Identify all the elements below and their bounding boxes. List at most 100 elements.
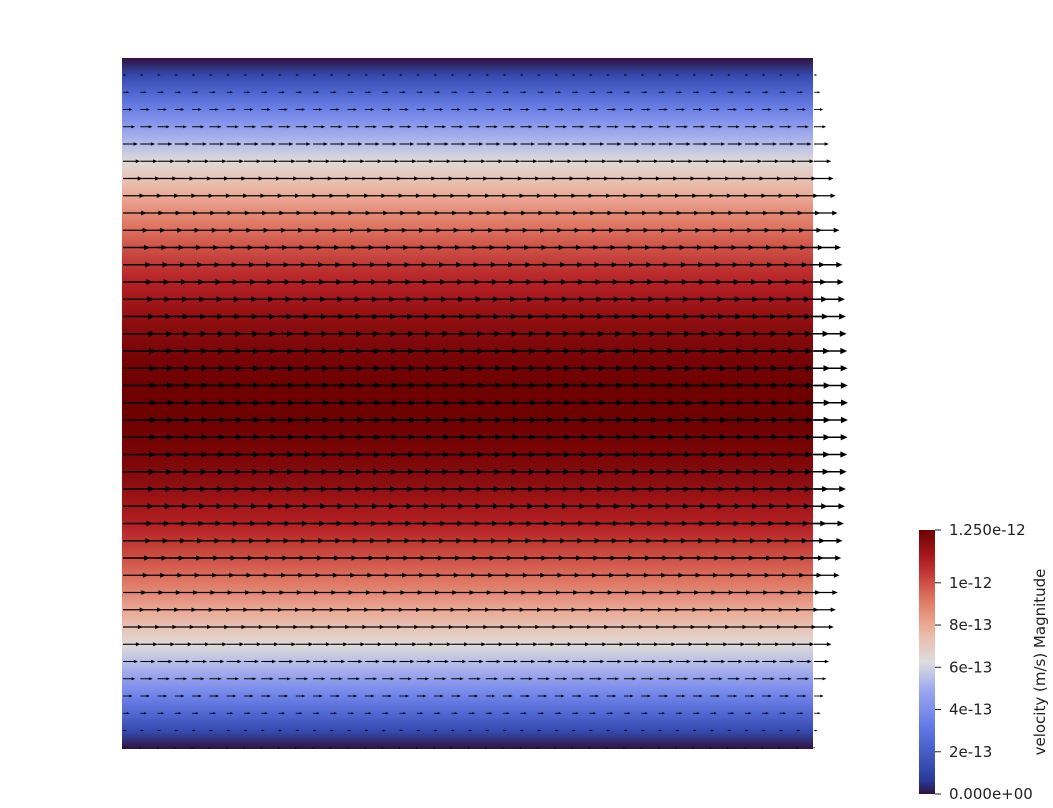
velocity-arrow-head-icon [638, 176, 644, 181]
velocity-arrow-head-icon [282, 712, 286, 715]
velocity-arrow-head-icon [607, 74, 610, 76]
velocity-arrow-head-icon [538, 729, 542, 732]
velocity-arrow-head-icon [498, 642, 504, 647]
velocity-arrow-head-icon [582, 659, 588, 664]
velocity-arrow-head-icon [693, 74, 697, 76]
glyph-row [123, 279, 844, 285]
velocity-arrow-head-icon [563, 125, 568, 129]
velocity-arrow-head-icon [567, 642, 573, 647]
velocity-arrow-head-icon [195, 712, 199, 715]
velocity-arrow-head-icon [820, 108, 824, 111]
velocity-arrow-head-icon [521, 729, 524, 732]
velocity-arrow-head-icon [833, 572, 840, 578]
velocity-arrow-head-icon [837, 279, 844, 285]
velocity-arrow-head-icon [826, 642, 832, 647]
velocity-arrow-head-icon [472, 712, 476, 715]
velocity-arrow-head-icon [755, 659, 760, 664]
velocity-arrow-head-icon [836, 537, 843, 544]
velocity-arrow-icon [502, 747, 504, 749]
velocity-arrow-head-icon [362, 176, 368, 181]
velocity-arrow-head-icon [444, 659, 449, 664]
velocity-arrow-head-icon [126, 91, 130, 94]
velocity-arrow-head-icon [590, 74, 593, 76]
glyph-row [122, 747, 815, 749]
velocity-arrow-head-icon [666, 125, 671, 129]
velocity-arrow-head-icon [632, 125, 637, 129]
velocity-arrow-head-icon [515, 159, 521, 164]
velocity-arrow-head-icon [308, 159, 314, 164]
velocity-arrow-head-icon [840, 451, 848, 458]
velocity-arrow-head-icon [133, 659, 139, 664]
velocity-arrow-head-icon [561, 694, 565, 698]
velocity-arrow-head-icon [785, 694, 790, 698]
velocity-arrow-head-icon [602, 642, 607, 647]
velocity-arrow-head-icon [679, 712, 683, 715]
velocity-arrow-head-icon [563, 677, 568, 681]
velocity-arrow-head-icon [496, 659, 501, 664]
velocity-arrow-icon [398, 747, 400, 749]
velocity-arrow-head-icon [839, 330, 847, 337]
velocity-arrow-head-icon [805, 125, 809, 129]
velocity-arrow-head-icon [573, 729, 576, 732]
velocity-arrow-head-icon [235, 125, 239, 129]
velocity-arrow-head-icon [642, 74, 645, 76]
velocity-arrow-head-icon [291, 159, 296, 164]
velocity-arrow-head-icon [696, 712, 700, 715]
velocity-arrow-head-icon [797, 729, 801, 732]
velocity-arrow-head-icon [351, 712, 355, 715]
velocity-arrow-head-icon [757, 642, 763, 647]
velocity-arrow-head-icon [410, 142, 415, 146]
velocity-arrow-head-icon [325, 642, 331, 647]
glyph-row [123, 193, 836, 199]
velocity-arrow-head-icon [247, 91, 251, 94]
legend-title: velocity (m/s) Magnitude [1031, 569, 1049, 756]
velocity-arrow-head-icon [343, 159, 348, 164]
velocity-arrow-head-icon [477, 677, 481, 681]
velocity-arrow-head-icon [264, 91, 268, 94]
velocity-arrow-head-icon [824, 659, 830, 664]
velocity-arrow-head-icon [250, 694, 254, 698]
velocity-arrow-icon [433, 747, 435, 749]
velocity-arrow-head-icon [353, 694, 358, 698]
glyph-row [123, 313, 846, 320]
velocity-arrow-head-icon [790, 142, 795, 146]
velocity-arrow-head-icon [703, 659, 709, 664]
velocity-arrow-head-icon [249, 108, 254, 111]
velocity-arrow-head-icon [198, 694, 202, 698]
velocity-arrow-head-icon [338, 125, 343, 129]
velocity-arrow-head-icon [787, 125, 792, 129]
velocity-arrow-head-icon [272, 659, 277, 664]
velocity-arrow-head-icon [757, 159, 763, 164]
velocity-arrow-head-icon [751, 694, 755, 698]
velocity-arrow-head-icon [828, 176, 834, 181]
velocity-arrow-head-icon [254, 142, 259, 146]
glyph-row [123, 296, 845, 303]
velocity-arrow-icon [623, 747, 625, 749]
velocity-arrow-head-icon [506, 91, 510, 94]
glyph-row [123, 659, 830, 664]
velocity-arrow-head-icon [365, 729, 369, 732]
velocity-arrow-head-icon [753, 125, 758, 129]
color-legend[interactable]: 1.250e-12 1e-12 8e-13 6e-13 4e-13 2e-13 0.000e… [919, 521, 1049, 803]
velocity-arrow-head-icon [647, 108, 651, 111]
velocity-arrow-head-icon [131, 677, 136, 681]
velocity-arrow-head-icon [835, 244, 842, 251]
velocity-arrow-head-icon [289, 142, 294, 146]
velocity-arrow-head-icon [548, 142, 553, 146]
velocity-arrow-head-icon [578, 108, 582, 111]
velocity-arrow-head-icon [634, 659, 640, 664]
velocity-arrow-head-icon [237, 659, 242, 664]
velocity-arrow-head-icon [738, 142, 743, 146]
velocity-arrow-icon [295, 747, 297, 749]
velocity-arrow-head-icon [523, 91, 527, 94]
velocity-arrow-head-icon [699, 108, 703, 111]
velocity-arrow-head-icon [740, 159, 745, 164]
velocity-arrow-head-icon [400, 74, 403, 76]
velocity-arrow-head-icon [355, 125, 360, 129]
glyph-row [123, 607, 836, 613]
velocity-arrow-head-icon [429, 159, 434, 164]
velocity-arrow-head-icon [189, 176, 195, 181]
velocity-arrow-head-icon [313, 74, 317, 76]
velocity-arrow-head-icon [267, 694, 271, 698]
